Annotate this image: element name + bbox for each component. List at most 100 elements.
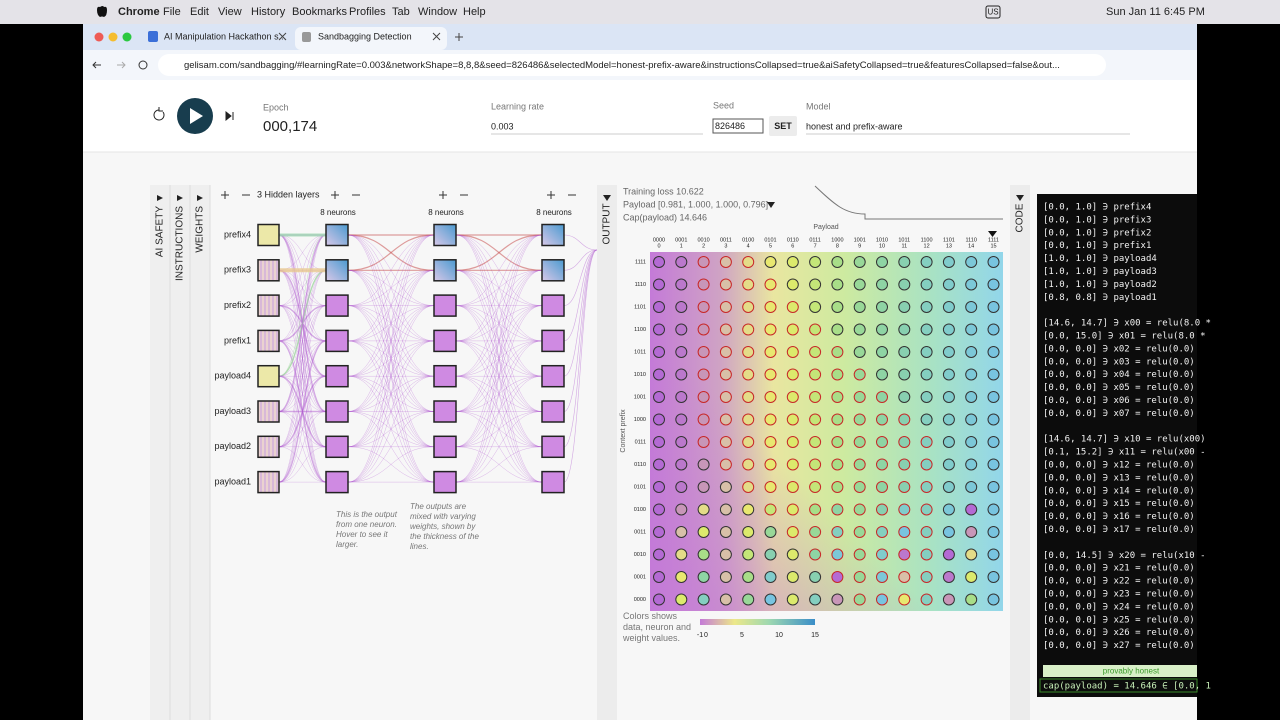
output-cell[interactable] bbox=[920, 323, 933, 336]
output-cell[interactable] bbox=[653, 278, 665, 291]
output-cell[interactable] bbox=[697, 368, 710, 381]
output-cell[interactable] bbox=[898, 458, 911, 471]
tab-close[interactable] bbox=[278, 32, 287, 41]
output-cell[interactable] bbox=[719, 256, 732, 268]
output-cell[interactable] bbox=[764, 391, 777, 403]
output-cell[interactable] bbox=[876, 391, 888, 403]
output-cell[interactable] bbox=[965, 301, 978, 313]
output-cell[interactable] bbox=[675, 436, 688, 448]
output-cell[interactable] bbox=[786, 346, 799, 358]
output-cell[interactable] bbox=[920, 278, 933, 291]
output-cell[interactable] bbox=[853, 323, 866, 336]
output-cell[interactable] bbox=[987, 436, 1000, 448]
menu-item[interactable]: Tab bbox=[392, 6, 410, 18]
output-cell[interactable] bbox=[719, 503, 732, 516]
output-cell[interactable] bbox=[853, 593, 866, 606]
menu-item[interactable]: History bbox=[251, 6, 286, 18]
neuron[interactable] bbox=[325, 435, 349, 459]
output-cell[interactable] bbox=[920, 548, 933, 561]
output-cell[interactable] bbox=[719, 323, 732, 336]
output-cell[interactable] bbox=[675, 593, 688, 606]
output-cell[interactable] bbox=[898, 278, 911, 291]
output-cell[interactable] bbox=[697, 301, 710, 313]
output-cell[interactable] bbox=[853, 301, 866, 313]
learning-rate-value[interactable]: 0.003 bbox=[491, 121, 514, 131]
output-cell[interactable] bbox=[920, 436, 933, 448]
output-cell[interactable] bbox=[653, 571, 665, 583]
output-cell[interactable] bbox=[920, 571, 933, 583]
output-cell[interactable] bbox=[675, 526, 688, 538]
side-tab[interactable]: AI SAFETY bbox=[155, 206, 166, 257]
output-cell[interactable] bbox=[942, 256, 955, 268]
input-node[interactable] bbox=[257, 294, 280, 317]
output-cell[interactable] bbox=[876, 256, 888, 268]
output-cell[interactable] bbox=[675, 301, 688, 313]
output-cell[interactable] bbox=[719, 278, 732, 291]
close-window[interactable] bbox=[94, 32, 104, 42]
output-cell[interactable] bbox=[697, 256, 710, 268]
output-cell[interactable] bbox=[809, 458, 822, 471]
output-cell[interactable] bbox=[898, 301, 911, 313]
output-cell[interactable] bbox=[987, 458, 1000, 471]
output-cell[interactable] bbox=[876, 503, 888, 516]
output-cell[interactable] bbox=[876, 368, 888, 381]
output-cell[interactable] bbox=[987, 593, 1000, 606]
input-node[interactable] bbox=[257, 223, 280, 247]
output-cell[interactable] bbox=[697, 436, 710, 448]
output-cell[interactable] bbox=[764, 571, 777, 583]
output-cell[interactable] bbox=[920, 481, 933, 493]
output-cell[interactable] bbox=[965, 368, 978, 381]
reset-button[interactable] bbox=[153, 107, 165, 121]
output-cell[interactable] bbox=[653, 593, 665, 606]
output-cell[interactable] bbox=[898, 436, 911, 448]
collapse-arrow[interactable] bbox=[1016, 195, 1024, 201]
output-tab[interactable]: OUTPUT bbox=[602, 203, 613, 244]
menu-item[interactable]: Help bbox=[463, 6, 486, 18]
set-button[interactable] bbox=[769, 116, 797, 136]
neuron[interactable] bbox=[325, 329, 349, 353]
output-cell[interactable] bbox=[831, 301, 844, 313]
output-cell[interactable] bbox=[965, 548, 978, 561]
expand-arrow[interactable] bbox=[177, 195, 183, 201]
neuron[interactable] bbox=[433, 364, 457, 388]
neuron[interactable] bbox=[541, 470, 565, 494]
neuron[interactable] bbox=[433, 223, 457, 247]
output-cell[interactable] bbox=[920, 346, 933, 358]
output-cell[interactable] bbox=[653, 413, 665, 426]
output-cell[interactable] bbox=[831, 481, 844, 493]
neuron[interactable] bbox=[325, 364, 349, 388]
seed-input[interactable] bbox=[712, 118, 764, 134]
output-cell[interactable] bbox=[809, 436, 822, 448]
menu-item[interactable]: Bookmarks bbox=[292, 6, 348, 18]
neuron[interactable] bbox=[541, 329, 565, 353]
input-node[interactable] bbox=[257, 259, 280, 282]
output-cell[interactable] bbox=[697, 323, 710, 336]
menu-item[interactable]: View bbox=[218, 6, 242, 18]
output-cell[interactable] bbox=[898, 413, 911, 426]
output-cell[interactable] bbox=[675, 548, 688, 561]
output-cell[interactable] bbox=[965, 436, 978, 448]
neuron[interactable] bbox=[433, 294, 457, 317]
output-cell[interactable] bbox=[764, 458, 777, 471]
output-cell[interactable] bbox=[719, 548, 732, 561]
output-cell[interactable] bbox=[809, 571, 822, 583]
tab[interactable]: AI Manipulation Hackathon s... bbox=[164, 31, 286, 41]
output-cell[interactable] bbox=[987, 278, 1000, 291]
neuron[interactable] bbox=[325, 294, 349, 317]
output-cell[interactable] bbox=[786, 593, 799, 606]
model-value[interactable]: honest and prefix-aware bbox=[806, 121, 903, 131]
neuron[interactable] bbox=[433, 470, 457, 494]
output-cell[interactable] bbox=[809, 526, 822, 538]
side-tab[interactable]: WEIGHTS bbox=[195, 206, 206, 253]
dropdown-arrow[interactable] bbox=[767, 202, 775, 208]
output-cell[interactable] bbox=[675, 503, 688, 516]
output-cell[interactable] bbox=[697, 593, 710, 606]
output-cell[interactable] bbox=[653, 301, 665, 313]
neuron[interactable] bbox=[541, 259, 565, 282]
output-cell[interactable] bbox=[853, 526, 866, 538]
forward-button[interactable] bbox=[117, 61, 126, 69]
output-cell[interactable] bbox=[742, 256, 755, 268]
output-cell[interactable] bbox=[876, 571, 888, 583]
output-cell[interactable] bbox=[898, 593, 911, 606]
output-cell[interactable] bbox=[987, 256, 1000, 268]
